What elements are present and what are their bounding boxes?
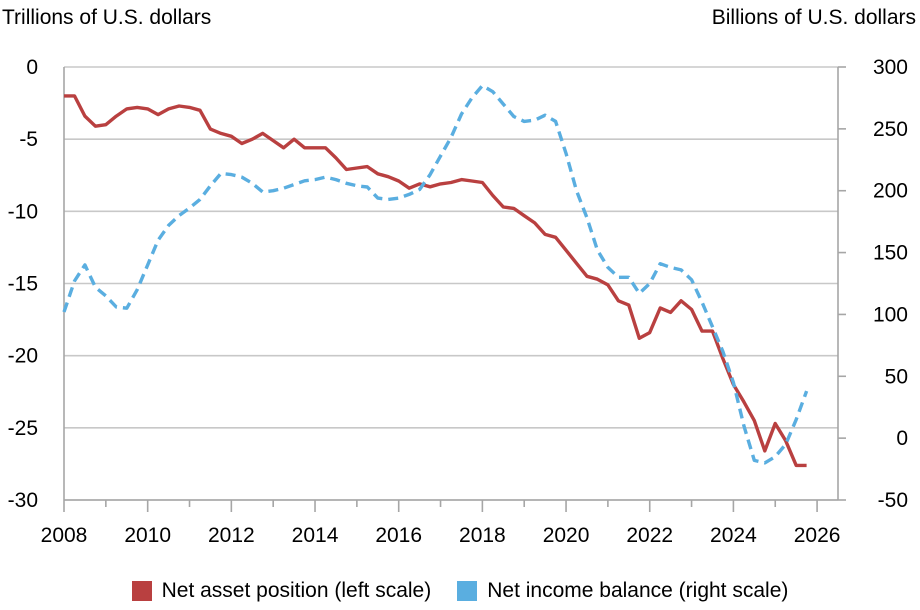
x-tick-label: 2022 (626, 524, 673, 547)
x-tick-label: 2026 (794, 524, 841, 547)
left-tick-label: -15 (8, 273, 38, 296)
right-tick-label: 300 (873, 56, 908, 79)
series-line-net-asset-position (64, 94, 807, 468)
x-axis-tick-labels: 2008 2010 2012 2014 2016 2018 2020 2022 2024 2026 (41, 524, 841, 547)
x-tick-label: 2008 (41, 524, 88, 547)
left-tick-label: -25 (8, 417, 38, 440)
right-tick-label: 100 (873, 303, 908, 326)
legend-swatch-blue (457, 581, 478, 601)
left-tick-label: -30 (8, 489, 38, 512)
legend-swatch-red (131, 581, 152, 601)
right-axis-title: Billions of U.S. dollars (711, 6, 916, 29)
legend-item-net-income-balance: Net income balance (right scale) (457, 579, 788, 603)
x-tick-label: 2018 (459, 524, 506, 547)
series-lines (62, 83, 809, 468)
right-tick-label: 0 (896, 427, 908, 450)
x-tick-label: 2020 (543, 524, 590, 547)
legend-item-net-asset-position: Net asset position (left scale) (131, 579, 432, 603)
x-tick-label: 2016 (375, 524, 422, 547)
x-tick-label: 2010 (124, 524, 171, 547)
left-tick-label: 0 (26, 56, 38, 79)
x-tick-label: 2014 (292, 524, 339, 547)
right-tick-label: 150 (873, 242, 908, 265)
left-axis-tick-labels: 0 -5 -10 -15 -20 -25 -30 (8, 56, 38, 512)
axes (63, 66, 846, 512)
right-tick-label: -50 (878, 489, 908, 512)
x-tick-label: 2012 (208, 524, 255, 547)
series-line-net-income-balance (62, 83, 809, 465)
dual-axis-line-chart: 0 -5 -10 -15 -20 -25 -30 300 250 200 150 100 50 0 -50… (8, 56, 908, 547)
left-tick-label: -20 (8, 345, 38, 368)
x-tick-label: 2024 (710, 524, 757, 547)
right-tick-label: 50 (885, 365, 908, 388)
left-tick-label: -10 (8, 200, 38, 223)
left-tick-label: -5 (19, 128, 38, 151)
right-tick-label: 250 (873, 118, 908, 141)
legend-label: Net income balance (right scale) (487, 579, 789, 602)
legend: Net asset position (left scale) Net inco… (0, 575, 920, 607)
legend-label: Net asset position (left scale) (161, 579, 432, 602)
right-axis-tick-labels: 300 250 200 150 100 50 0 -50 (873, 56, 908, 512)
left-axis-title: Trillions of U.S. dollars (2, 6, 212, 29)
horizontal-gridlines (64, 66, 838, 501)
right-tick-label: 200 (873, 180, 908, 203)
